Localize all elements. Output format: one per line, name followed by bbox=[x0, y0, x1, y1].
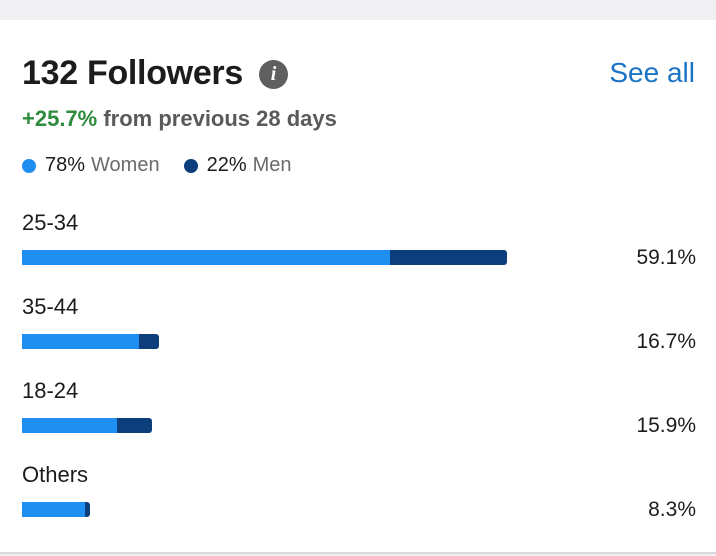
bar-segment-men bbox=[85, 502, 91, 517]
page-title: 132 Followers bbox=[22, 54, 243, 92]
bar-value-label: 16.7% bbox=[636, 330, 696, 353]
legend-label-men: Men bbox=[252, 154, 292, 176]
gender-legend: 78% Women 22% Men bbox=[22, 154, 316, 177]
see-all-link[interactable]: See all bbox=[609, 57, 695, 88]
legend-value-men: 22% bbox=[206, 154, 247, 176]
bar-row: 35-44 16.7% bbox=[22, 294, 696, 374]
bar-value-label: 8.3% bbox=[648, 498, 696, 521]
bar-category-label: Others bbox=[22, 462, 89, 487]
bar-category-label: 35-44 bbox=[22, 294, 79, 319]
bar-segment-women bbox=[22, 502, 86, 517]
bar-segment-women bbox=[22, 334, 140, 349]
bar-value-label: 59.1% bbox=[636, 246, 696, 269]
bar-track bbox=[22, 250, 507, 265]
growth-summary: +25.7% from previous 28 days bbox=[22, 106, 337, 132]
legend-item-women: 78% Women bbox=[22, 154, 160, 177]
card-header: 132 Followers i bbox=[22, 54, 288, 93]
bar-track bbox=[22, 334, 160, 349]
growth-percent: +25.7% bbox=[22, 106, 98, 131]
bar-segment-women bbox=[22, 418, 118, 433]
men-dot bbox=[183, 158, 198, 173]
growth-text: from previous 28 days bbox=[97, 106, 337, 131]
bar-track bbox=[22, 418, 153, 433]
legend-item-men: 22% Men bbox=[183, 154, 292, 177]
bar-row: Others 8.3% bbox=[22, 462, 696, 542]
legend-value-women: 78% bbox=[45, 154, 86, 176]
bar-segment-men bbox=[139, 334, 160, 349]
bar-segment-women bbox=[22, 250, 390, 265]
legend-label-women: Women bbox=[91, 154, 160, 176]
bar-category-label: 25-34 bbox=[22, 210, 79, 235]
bar-segment-men bbox=[389, 250, 507, 265]
bar-segment-men bbox=[117, 418, 153, 433]
bar-row: 25-34 59.1% bbox=[22, 210, 696, 290]
followers-card: 132 Followers i See all +25.7% from prev… bbox=[0, 20, 716, 554]
divider bbox=[0, 552, 716, 554]
women-dot bbox=[22, 158, 36, 173]
bar-value-label: 15.9% bbox=[636, 414, 696, 437]
bar-category-label: 18-24 bbox=[22, 378, 79, 403]
info-icon[interactable]: i bbox=[258, 60, 288, 89]
bar-track bbox=[22, 502, 91, 517]
bar-row: 18-24 15.9% bbox=[22, 378, 696, 458]
